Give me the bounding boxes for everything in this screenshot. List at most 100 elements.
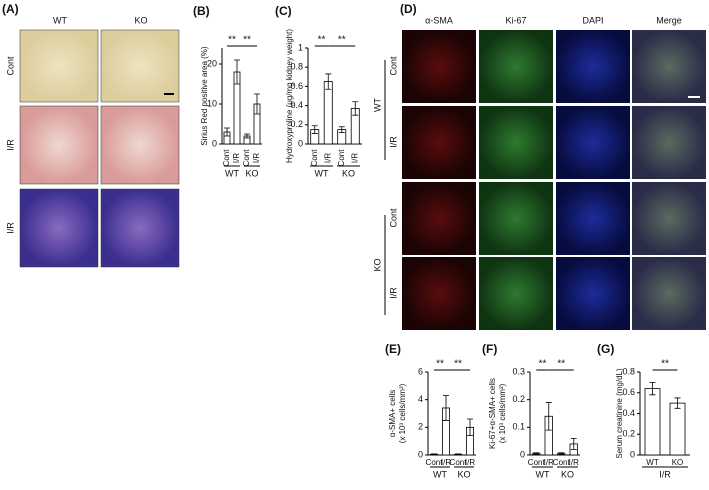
- micrograph: [19, 29, 99, 103]
- row-label: Cont: [5, 56, 15, 76]
- x-tick-label: I/R: [569, 458, 579, 467]
- y-axis-label: Ki-67+α-SMA+ cells: [488, 378, 497, 449]
- row-label: I/R: [388, 136, 398, 148]
- group-label: WT: [315, 168, 329, 178]
- x-tick-label: Cont: [528, 458, 546, 467]
- y-tick-label: 4: [418, 394, 423, 404]
- group-label: KO: [245, 168, 258, 178]
- x-tick-label: I/R: [441, 458, 451, 467]
- row-label: I/R: [5, 139, 15, 151]
- y-axis-label: (x 10³ cells/mm²): [398, 383, 407, 443]
- micrograph: [19, 105, 99, 185]
- micrograph: [402, 182, 476, 255]
- y-tick-label: 2: [418, 422, 423, 432]
- error-bar: [254, 93, 260, 115]
- row-label: Cont: [388, 56, 398, 76]
- column-label: DAPI: [582, 15, 603, 25]
- group-label: KO: [457, 469, 470, 479]
- y-tick-label: 10: [207, 98, 217, 108]
- error-bar: [533, 452, 540, 455]
- y-tick-label: 0: [520, 449, 525, 459]
- panel-label: (D): [400, 2, 417, 16]
- group-label: WT: [433, 469, 447, 479]
- micrograph: [402, 257, 476, 330]
- micrograph: [556, 257, 630, 330]
- y-tick-label: 0.4: [622, 408, 635, 418]
- x-tick-label: Cont: [337, 149, 346, 167]
- micrograph: [479, 257, 553, 330]
- error-bar: [325, 73, 332, 90]
- y-tick-label: 0.8: [622, 366, 635, 376]
- bar: [669, 402, 686, 456]
- y-tick-label: 0.8: [290, 62, 303, 72]
- group-label: WT: [225, 168, 239, 178]
- significance-label: **: [436, 359, 444, 370]
- y-tick-label: 0.2: [290, 119, 303, 129]
- x-tick-label: I/R: [465, 458, 475, 467]
- group-label: KO: [342, 168, 355, 178]
- error-bar: [431, 453, 437, 456]
- group-label: I/R: [659, 469, 671, 479]
- row-label: Cont: [388, 208, 398, 228]
- y-axis-label: Serum creatinine (mg/dL): [615, 368, 624, 459]
- error-bar: [467, 418, 473, 437]
- y-tick-label: 0.2: [622, 429, 635, 439]
- x-tick-label: I/R: [252, 153, 261, 163]
- y-tick-label: 0.2: [512, 394, 525, 404]
- micrograph: [632, 182, 706, 255]
- x-tick-label: Cont: [450, 458, 468, 467]
- micrograph: [479, 106, 553, 179]
- error-bar: [443, 395, 449, 421]
- error-bar: [674, 397, 681, 409]
- column-label: WT: [53, 15, 67, 25]
- significance-label: **: [318, 35, 326, 46]
- micrograph: [19, 188, 99, 268]
- group-label: KO: [372, 258, 382, 271]
- panel-label: (E): [385, 342, 401, 356]
- y-tick-label: 0.1: [512, 422, 525, 432]
- column-label: Ki-67: [505, 15, 526, 25]
- y-tick-label: 6: [418, 366, 423, 376]
- bar: [644, 388, 661, 456]
- significance-label: **: [243, 35, 251, 46]
- column-label: Merge: [656, 15, 682, 25]
- y-tick-label: 0.4: [290, 100, 303, 110]
- y-tick-label: 0: [418, 449, 423, 459]
- error-bar: [558, 452, 565, 455]
- error-bar: [455, 453, 461, 456]
- panel-label: (B): [193, 4, 210, 18]
- x-tick-label: I/R: [323, 153, 332, 163]
- x-tick-label: I/R: [232, 153, 241, 163]
- x-tick-label: I/R: [544, 458, 554, 467]
- significance-label: **: [228, 35, 236, 46]
- error-bar: [545, 402, 552, 431]
- error-bar: [649, 381, 656, 396]
- row-label: I/R: [5, 222, 15, 234]
- x-tick-label: I/R: [350, 153, 359, 163]
- error-bar: [234, 59, 240, 85]
- error-bar: [224, 127, 230, 137]
- y-axis-label: Hydroxyproline (μg/mg kidney weight): [285, 29, 294, 163]
- significance-label: **: [338, 35, 346, 46]
- y-tick-label: 0.6: [290, 81, 303, 91]
- error-bar: [338, 126, 345, 133]
- y-tick-label: 0.3: [512, 366, 525, 376]
- panel-label: (C): [275, 4, 292, 18]
- micrograph: [632, 30, 706, 103]
- group-label: WT: [372, 98, 382, 112]
- micrograph: [632, 257, 706, 330]
- y-axis-label: α-SMA+ cells: [388, 390, 397, 438]
- micrograph: [556, 182, 630, 255]
- y-tick-label: 0.6: [622, 387, 635, 397]
- micrograph: [100, 105, 180, 185]
- y-tick-label: 0: [298, 138, 303, 148]
- panel-label: (A): [2, 2, 19, 16]
- micrograph: [556, 106, 630, 179]
- x-tick-label: Cont: [426, 458, 444, 467]
- micrograph: [100, 188, 180, 268]
- y-axis-label: (x 10³ cells/mm²): [498, 383, 507, 443]
- significance-label: **: [557, 359, 565, 370]
- group-label: WT: [536, 469, 550, 479]
- row-label: I/R: [388, 287, 398, 299]
